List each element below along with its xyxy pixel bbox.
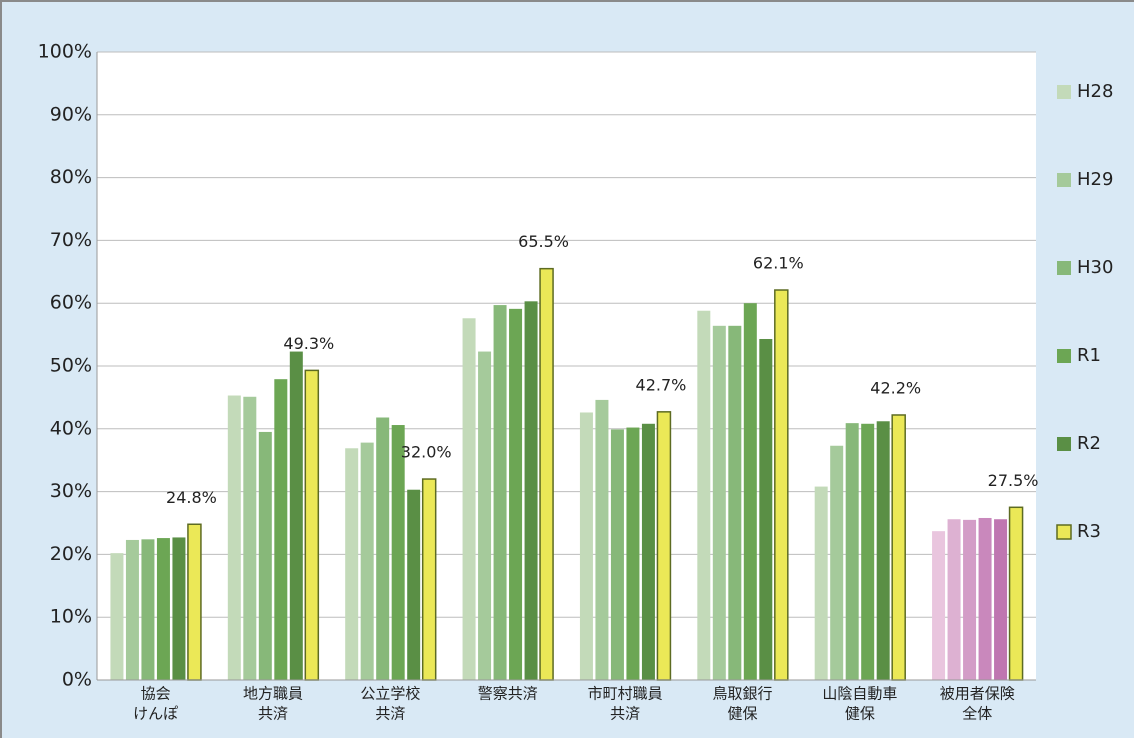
bar (376, 417, 390, 680)
bar (845, 423, 859, 680)
y-tick-label: 0% (62, 669, 92, 691)
legend-swatch (1056, 524, 1072, 540)
bar (172, 537, 186, 680)
x-tick-label: 公立学校 (360, 685, 420, 703)
x-tick-label: 共済 (610, 705, 640, 723)
bar (994, 519, 1008, 680)
bar (274, 379, 288, 680)
bar (579, 412, 593, 680)
bar (187, 523, 202, 681)
x-tick-label: 鳥取銀行 (713, 685, 773, 703)
bar (141, 539, 155, 680)
bar (289, 351, 303, 680)
value-label: 42.7% (636, 375, 687, 394)
y-tick-label: 10% (50, 606, 92, 628)
bar (421, 478, 437, 681)
y-tick-label: 70% (50, 229, 92, 251)
x-tick-label: 警察共済 (478, 685, 538, 703)
bar (759, 338, 773, 680)
bar (814, 486, 828, 680)
bar (156, 538, 170, 680)
x-tick-label: 健保 (728, 705, 758, 723)
value-label: 42.2% (870, 378, 921, 397)
legend-label: R3 (1077, 521, 1101, 542)
bar (360, 442, 374, 680)
bar (539, 267, 554, 681)
bar (728, 325, 742, 680)
bar (947, 519, 961, 680)
legend-label: H30 (1077, 257, 1113, 278)
bar (227, 395, 241, 680)
y-tick-label: 20% (50, 543, 92, 565)
bar (407, 489, 421, 680)
legend-swatch (1057, 349, 1071, 363)
bar (876, 421, 890, 680)
bar (712, 325, 726, 680)
bar (774, 289, 789, 681)
value-label: 49.3% (283, 334, 334, 353)
bar (861, 423, 875, 680)
x-tick-label: 健保 (845, 705, 875, 723)
bar (243, 396, 257, 680)
bar (258, 431, 272, 680)
bar (1008, 506, 1024, 681)
legend-label: H28 (1077, 81, 1113, 102)
bar (743, 303, 757, 680)
y-tick-label: 100% (38, 41, 92, 63)
bar (595, 399, 609, 680)
value-label: 65.5% (518, 232, 569, 251)
value-label: 27.5% (988, 471, 1039, 490)
bar (610, 429, 624, 680)
y-tick-label: 90% (50, 103, 92, 125)
bar (932, 531, 946, 680)
bar (509, 308, 523, 680)
legend-label: R2 (1077, 433, 1101, 454)
y-tick-label: 30% (50, 480, 92, 502)
bar (963, 519, 977, 680)
bar (462, 318, 476, 680)
y-tick-label: 40% (50, 417, 92, 439)
legend-swatch (1057, 261, 1071, 275)
x-tick-label: けんぽ (133, 705, 178, 723)
x-tick-label: 地方職員 (243, 685, 303, 703)
legend-label: R1 (1077, 345, 1101, 366)
value-label: 32.0% (401, 443, 452, 462)
bar (478, 351, 492, 680)
x-tick-label: 被用者保険 (940, 685, 1015, 703)
x-tick-label: 共済 (258, 705, 288, 723)
bar (641, 423, 655, 680)
bar (524, 301, 538, 680)
y-tick-label: 60% (50, 292, 92, 314)
bar (125, 539, 139, 680)
bar (345, 448, 359, 680)
y-tick-label: 50% (50, 355, 92, 377)
bar (830, 445, 844, 680)
bar (891, 414, 906, 681)
bar (304, 369, 320, 681)
legend-swatch (1057, 437, 1071, 451)
x-tick-label: 共済 (375, 705, 405, 723)
value-label: 62.1% (753, 254, 804, 273)
x-tick-label: 全体 (962, 705, 992, 723)
legend-label: H29 (1077, 169, 1113, 190)
x-tick-label: 市町村職員 (588, 685, 663, 703)
y-tick-label: 80% (50, 166, 92, 188)
bar (626, 427, 640, 680)
x-tick-label: 協会 (141, 685, 171, 703)
x-tick-label: 山陰自動車 (822, 685, 897, 703)
value-label: 24.8% (166, 488, 217, 507)
bar (110, 553, 124, 680)
bar (697, 310, 711, 680)
legend-swatch (1057, 85, 1071, 99)
bar (978, 517, 992, 680)
bar (391, 425, 405, 680)
legend-swatch (1057, 173, 1071, 187)
bar (656, 411, 672, 681)
bar (493, 305, 507, 680)
